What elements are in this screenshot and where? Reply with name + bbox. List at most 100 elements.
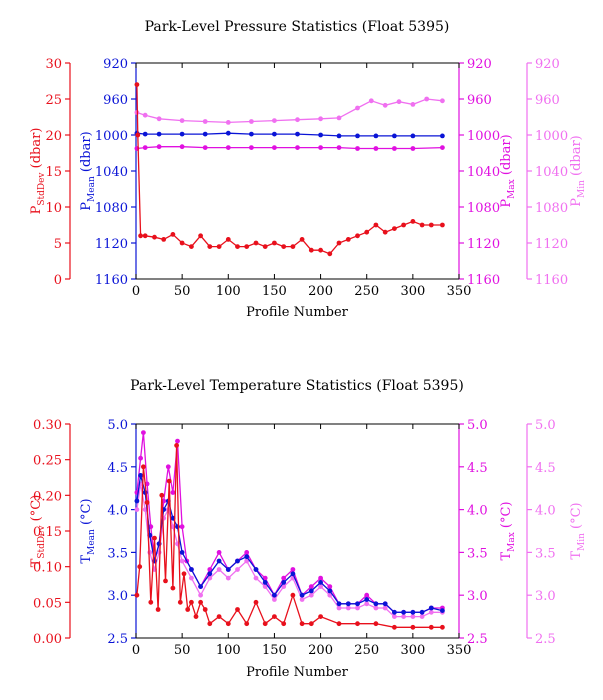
data-point-std [152,535,157,541]
data-point-min [207,575,213,581]
data-point-min [244,558,250,564]
y-axis-label-mean: PMean (dbar) [79,131,97,210]
x-tick-label: 100 [216,284,241,299]
data-point-mean [295,131,300,137]
y-axis-label-std: PStdDev (dbar) [29,128,47,215]
y-axis-std: 0.00 0.05 0.10 0.15 0.20 0.25 0.30 TStdDev (°C) [29,418,71,647]
data-point-min [345,605,351,611]
data-point-max [410,146,416,151]
data-point-std [235,607,240,612]
data-point-max [175,438,180,444]
data-point-mean [281,580,287,585]
data-point-max [170,490,176,495]
data-point-mean [410,609,416,615]
data-point-min [355,105,360,111]
data-point-max [318,575,323,581]
temperature-axes: 0.00 0.05 0.10 0.15 0.20 0.25 0.30 TStdDev (°C)… [29,418,587,658]
data-point-min [179,118,185,123]
data-point-std [440,222,445,228]
data-point-min [249,119,254,124]
series-line-mean [136,132,443,137]
data-point-min [440,98,445,104]
data-point-mean [138,473,144,478]
y-tick-label-min: 4.5 [535,461,556,476]
y-tick-label-max: 4.0 [467,504,488,519]
data-point-std [272,240,277,246]
y-tick-label-max: 3.0 [467,589,488,604]
series-std [134,82,445,257]
x-tick-label: 250 [354,643,379,658]
data-point-std [134,82,140,87]
data-point-std [202,607,208,612]
y-tick-label-mean: 1000 [95,129,128,144]
data-point-min [262,584,268,589]
data-point-max [207,567,213,572]
data-point-std [225,237,231,242]
data-point-std [159,492,165,498]
data-point-std [235,244,240,250]
y-tick-label-min: 3.5 [535,546,556,561]
data-point-max [336,145,342,151]
data-point-std [253,240,259,246]
data-point-std [345,237,351,242]
y-tick-label-mean: 1040 [95,165,128,180]
series-line-mean [136,475,443,613]
data-point-mean [308,588,314,594]
data-point-max [216,550,222,555]
data-point-std [290,244,296,250]
y-tick-label-mean: 5.0 [107,418,128,433]
x-tick-label: 350 [447,643,472,658]
y-tick-label-max: 1000 [467,129,500,144]
data-point-std [440,624,445,630]
data-point-mean [272,592,277,598]
data-point-mean [355,133,360,139]
data-point-min [410,102,416,107]
data-point-min [355,605,360,611]
data-point-min [392,614,397,619]
data-point-min [382,605,388,611]
data-point-min [142,112,148,118]
y-axis-label-max: PMax (dbar) [499,134,517,207]
y-tick-label-max: 960 [467,93,492,108]
data-point-max [225,145,231,151]
pressure-panel: Park-Level Pressure Statistics (Float 53… [29,19,587,320]
data-point-min [368,98,374,104]
data-point-std [198,233,204,239]
data-point-std [177,599,183,605]
data-point-min [318,584,323,589]
y-tick-label-mean: 2.5 [107,632,128,647]
data-point-min [308,592,314,598]
data-point-mean [156,131,162,137]
data-point-std [272,614,277,619]
y-tick-label-std: 10 [45,201,62,216]
data-point-max [179,524,185,530]
x-tick-label: 100 [216,643,241,658]
data-point-min [235,567,240,572]
data-point-std [216,614,222,619]
data-point-mean [373,601,379,607]
data-point-min [410,614,416,619]
data-point-std [179,240,185,246]
data-point-min [424,96,430,102]
data-point-max [202,145,208,151]
data-point-std [216,244,222,250]
data-point-std [185,607,191,612]
data-point-min [272,118,277,123]
y-tick-label-max: 5.0 [467,418,488,433]
data-point-max [141,430,146,435]
y-axis-max: 2.5 3.0 3.5 4.0 4.5 5.0 TMax (°C) [458,418,517,647]
series-min [134,96,445,125]
data-point-std [410,624,416,630]
data-point-std [392,226,397,232]
x-tick-label: 50 [174,284,191,299]
y-axis-label-min: PMin (dbar) [569,135,587,207]
data-point-min [156,116,162,122]
y-tick-label-std: 0.00 [33,632,62,647]
data-point-mean [207,571,213,577]
x-tick-label: 150 [262,643,287,658]
data-point-mean [318,132,323,138]
data-point-mean [419,609,425,615]
x-tick-label: 0 [132,284,140,299]
